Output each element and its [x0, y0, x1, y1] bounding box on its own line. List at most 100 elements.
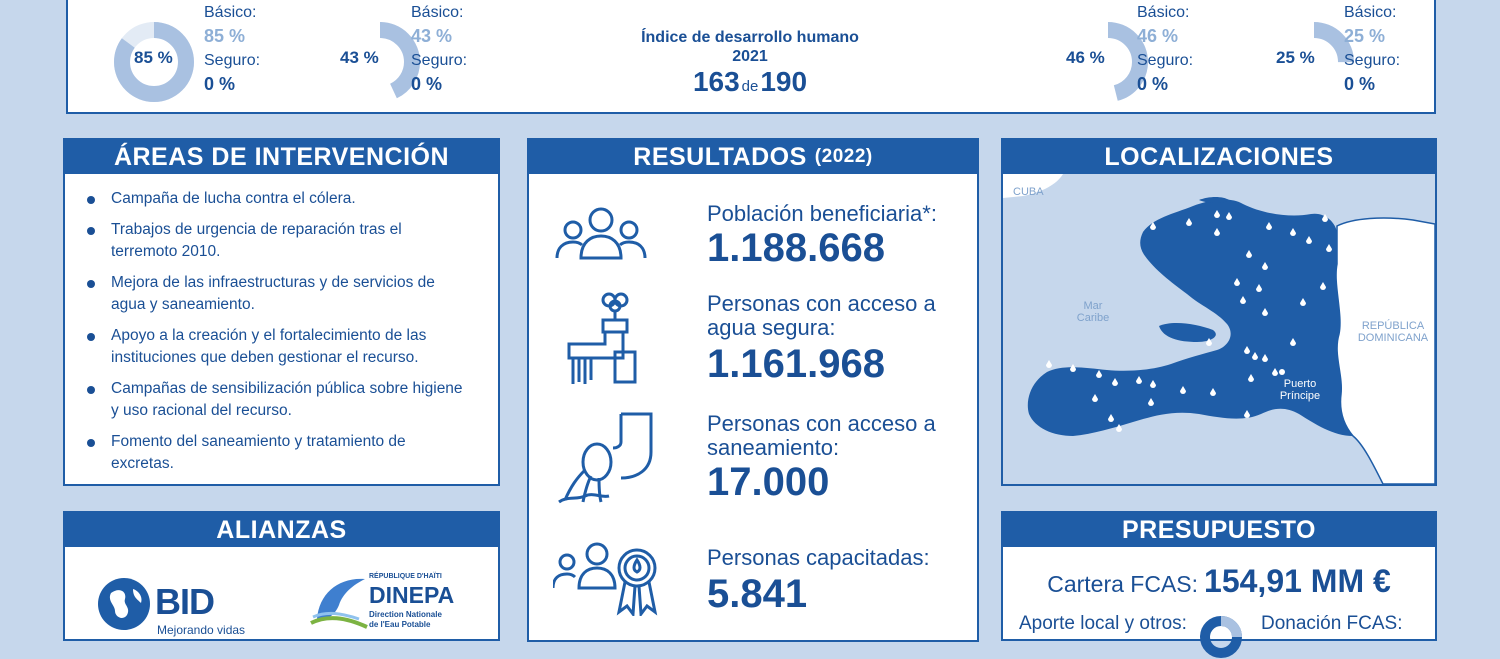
sanitation-pipe-icon — [558, 412, 653, 504]
result-label: Personas con acceso a saneamiento: — [707, 411, 936, 460]
list-item-text: Campaña de lucha contra el cólera. — [111, 190, 356, 207]
idh-rank: 163 de190 — [640, 66, 860, 98]
safe-label: Seguro: — [1137, 52, 1194, 69]
bid-logo: BID Mejorando vidas — [97, 577, 247, 637]
dinepa-sub2: de l'Eau Potable — [369, 620, 431, 629]
basic-label: Básico: — [411, 4, 464, 21]
bullet-icon — [87, 333, 95, 341]
list-item: Fomento del saneamiento y tratamiento de… — [85, 431, 465, 475]
water-stat-4: 25 % Básico: 25 % Seguro: 0 % — [1272, 0, 1442, 116]
resultados-title: RESULTADOS — [633, 142, 807, 171]
budget-donut-icon — [1200, 616, 1242, 658]
indicators-panel: 85 % Básico: 85 % Seguro: 0 % 43 % Básic… — [66, 0, 1436, 114]
list-item: Apoyo a la creación y el fortalecimiento… — [85, 325, 465, 369]
donut-chart-4 — [1274, 22, 1354, 102]
safe-value: 0 % — [204, 74, 236, 94]
haiti-map — [1003, 174, 1435, 484]
donut-chart-1 — [114, 22, 194, 102]
localizaciones-panel: LOCALIZACIONES — [1001, 138, 1437, 486]
basic-value: 25 % — [1344, 26, 1386, 46]
basic-label: Básico: — [1344, 4, 1397, 21]
basic-label: Básico: — [204, 4, 257, 21]
result-label: Personas con acceso a agua segura: — [707, 291, 936, 340]
training-award-icon — [553, 542, 658, 616]
location-drops — [1046, 210, 1332, 432]
result-value: 5.841 — [707, 572, 808, 616]
alianzas-title: ALIANZAS — [65, 513, 498, 547]
dinepa-wave-icon — [310, 578, 368, 629]
basic-value: 46 % — [1137, 26, 1179, 46]
alianzas-panel: ALIANZAS BID Mejorando vidas RÉPUBLIQUE … — [63, 511, 500, 641]
list-item-text: Trabajos de urgencia de reparación tras … — [111, 221, 402, 260]
map-label-rd: REPÚBLICA DOMINICANA — [1351, 320, 1435, 344]
safe-value: 0 % — [411, 74, 443, 94]
map-label-pp-2: Príncipe — [1279, 390, 1321, 402]
people-group-icon — [555, 207, 647, 260]
safe-label: Seguro: — [204, 52, 261, 69]
map-label-mar: Mar Caribe — [1073, 300, 1113, 324]
dinepa-top-label: RÉPUBLIQUE D'HAÏTI — [369, 573, 442, 580]
basic-value: 43 % — [411, 26, 453, 46]
presupuesto-panel: PRESUPUESTO Cartera FCAS: 154,91 MM € Apo… — [1001, 511, 1437, 658]
cartera-value: 154,91 MM € — [1204, 563, 1391, 599]
bullet-icon — [87, 386, 95, 394]
areas-list: Campaña de lucha contra el cólera. Traba… — [85, 188, 465, 484]
list-item-text: Fomento del saneamiento y tratamiento de… — [111, 433, 406, 472]
list-item: Trabajos de urgencia de reparación tras … — [85, 219, 465, 263]
idh-total: 190 — [760, 66, 808, 97]
capital-marker-icon — [1279, 369, 1285, 375]
idh-title: Índice de desarrollo humano 2021 — [641, 29, 859, 65]
safe-value: 0 % — [1137, 74, 1169, 94]
resultados-header: RESULTADOS (2022) — [529, 140, 977, 174]
water-stat-3: 46 % Básico: 46 % Seguro: 0 % — [1066, 0, 1266, 116]
donut-chart-3 — [1068, 22, 1148, 102]
dinepa-name: DINEPA — [369, 582, 455, 608]
list-item: Campaña de lucha contra el cólera. — [85, 188, 465, 210]
water-stat-2: 43 % Básico: 43 % Seguro: 0 % — [338, 0, 538, 116]
result-value: 17.000 — [707, 460, 830, 504]
presupuesto-title: PRESUPUESTO — [1003, 513, 1435, 547]
safe-label: Seguro: — [411, 52, 468, 69]
dinepa-sub1: Direction Nationale — [369, 610, 442, 619]
resultados-year: (2022) — [814, 146, 873, 167]
safe-value: 0 % — [1344, 74, 1376, 94]
map-label-cuba: CUBA — [1013, 186, 1044, 198]
result-label: Población beneficiaria*: — [707, 201, 937, 226]
list-item-text: Campañas de sensibilización pública sobr… — [111, 380, 463, 419]
donut-center-value: 85 % — [134, 48, 173, 67]
aporte-label: Aporte local y otros: — [1019, 613, 1187, 634]
basic-label: Básico: — [1137, 4, 1190, 21]
bullet-icon — [87, 227, 95, 235]
localizaciones-title: LOCALIZACIONES — [1003, 140, 1435, 174]
result-label: Personas capacitadas: — [707, 545, 930, 570]
donut-center-value: 43 % — [340, 48, 379, 67]
cartera-label: Cartera FCAS: — [1047, 571, 1199, 597]
bid-name: BID — [155, 581, 215, 622]
result-value: 1.188.668 — [707, 226, 885, 270]
dinepa-logo: RÉPUBLIQUE D'HAÏTI DINEPA Direction Nati… — [309, 573, 469, 639]
map-label-mar-1: Mar — [1083, 300, 1103, 312]
idh-de: de — [741, 78, 759, 95]
map-label-puerto-principe: Puerto Príncipe — [1275, 378, 1325, 402]
map-label-mar-2: Caribe — [1076, 312, 1110, 324]
water-stat-1: 85 % Básico: 85 % Seguro: 0 % — [112, 0, 312, 116]
basic-value: 85 % — [204, 26, 246, 46]
donut-chart-2 — [340, 22, 420, 102]
list-item: Mejora de las infraestructuras y de serv… — [85, 272, 465, 316]
bullet-icon — [87, 280, 95, 288]
list-item-text: Apoyo a la creación y el fortalecimiento… — [111, 327, 427, 366]
bid-globe-icon — [98, 578, 150, 630]
donacion-label: Donación FCAS: — [1261, 613, 1403, 634]
safe-label: Seguro: — [1344, 52, 1401, 69]
idh-rank-value: 163 — [692, 66, 740, 97]
cartera-row: Cartera FCAS: 154,91 MM € — [1003, 563, 1435, 600]
bid-tagline: Mejorando vidas — [157, 623, 246, 637]
map-label-pp-1: Puerto — [1283, 378, 1317, 390]
map-label-rd-1: REPÚBLICA — [1361, 320, 1425, 332]
bullet-icon — [87, 196, 95, 204]
water-tap-icon — [567, 292, 637, 384]
map-label-rd-2: DOMINICANA — [1357, 332, 1429, 344]
areas-panel: ÁREAS DE INTERVENCIÓN Campaña de lucha c… — [63, 138, 500, 486]
donut-center-value: 25 % — [1276, 48, 1315, 67]
result-value: 1.161.968 — [707, 342, 885, 386]
